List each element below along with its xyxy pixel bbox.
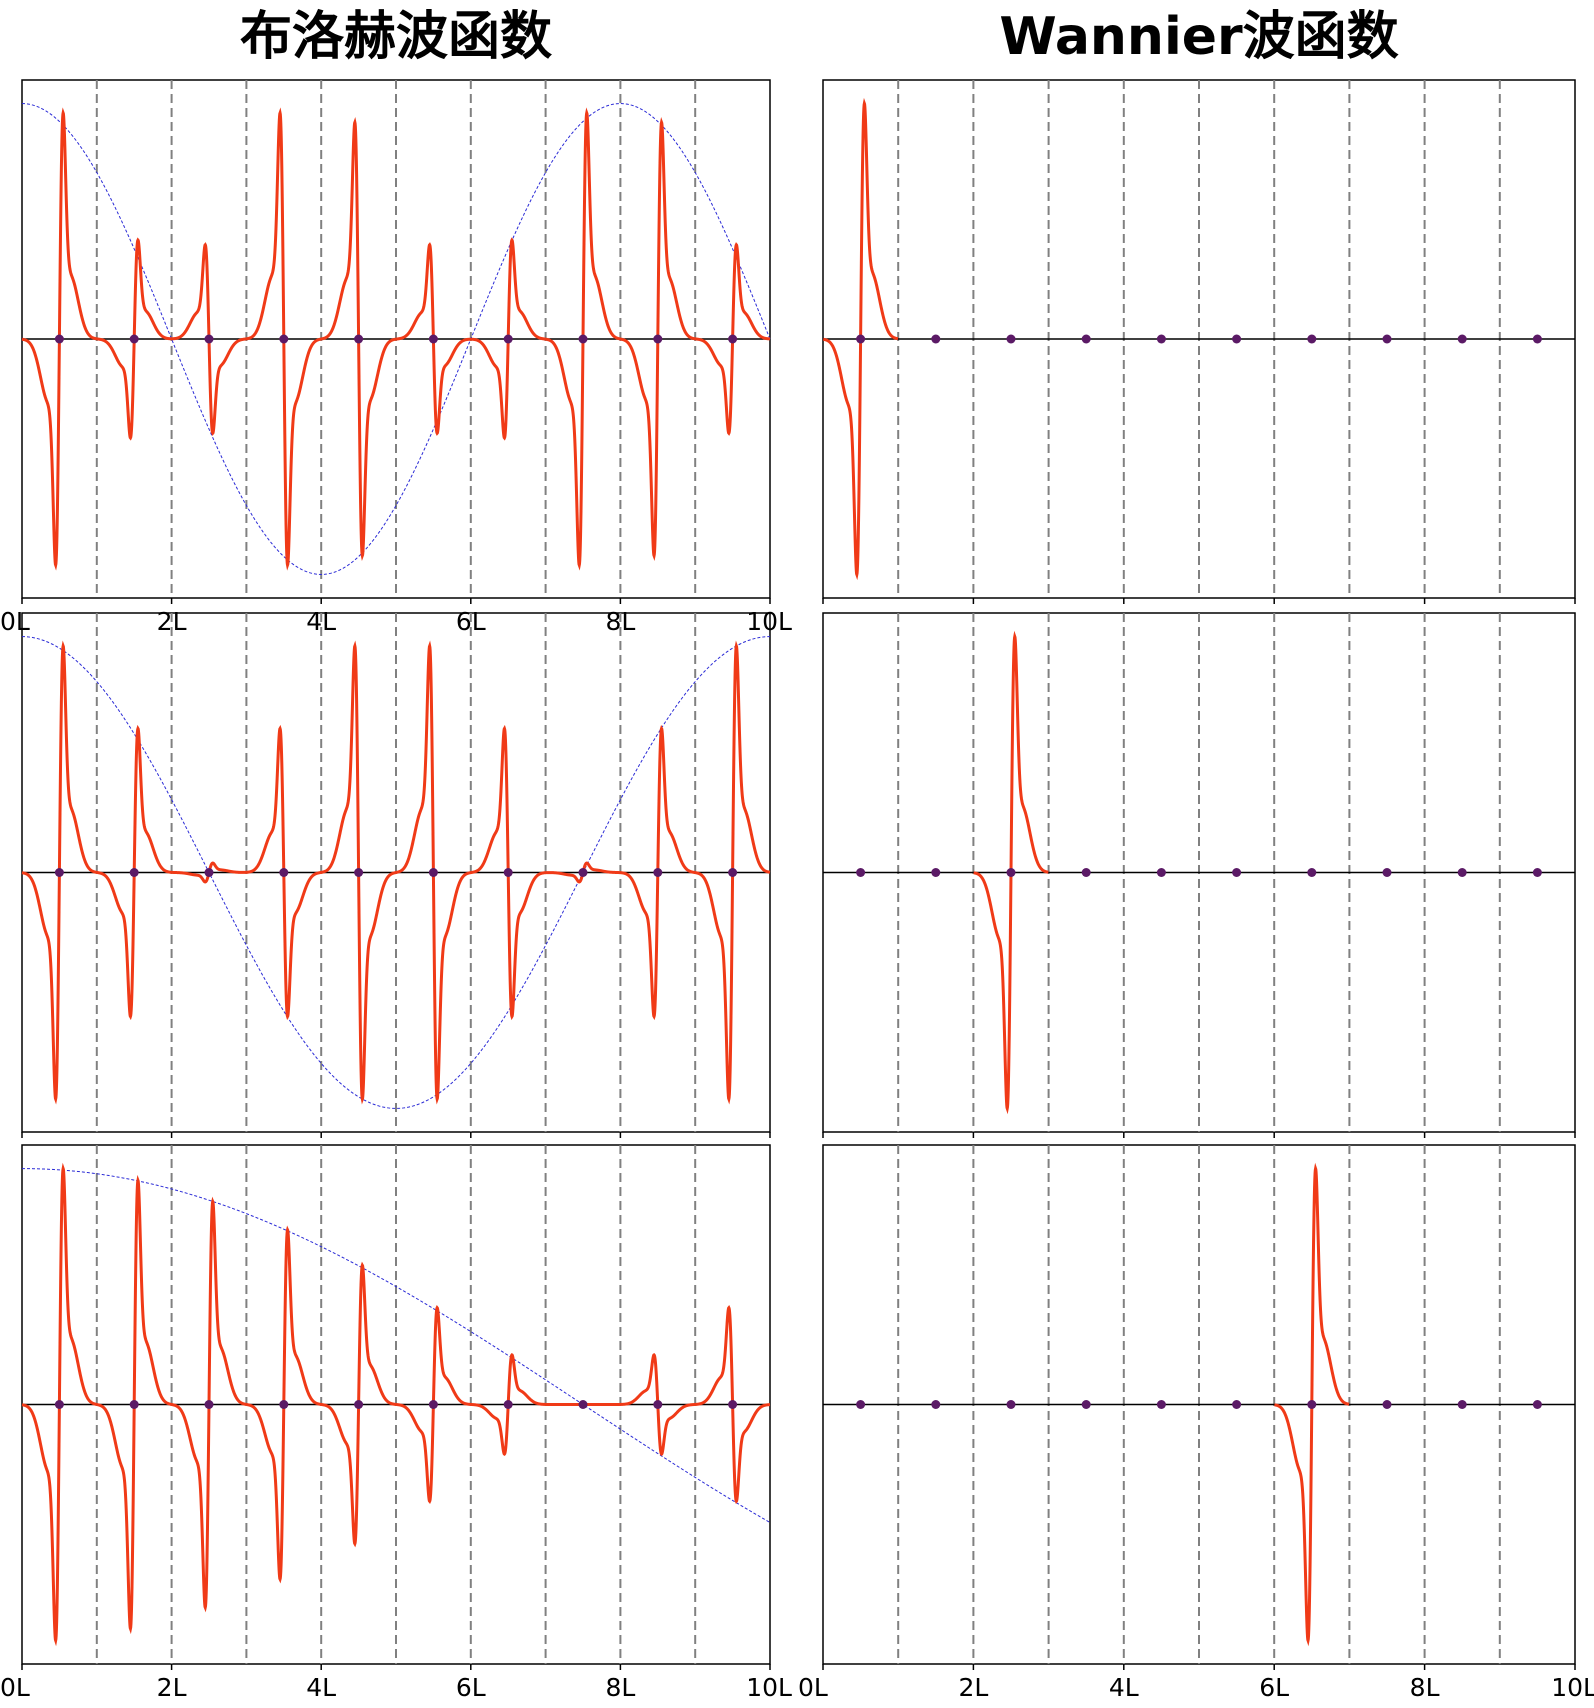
atom-marker <box>204 868 214 877</box>
atom-marker <box>1232 868 1242 877</box>
atom-marker <box>1307 868 1317 877</box>
atom-marker <box>653 868 663 877</box>
atom-marker <box>1382 868 1392 877</box>
atom-marker <box>931 334 941 344</box>
atom-marker <box>856 1400 866 1409</box>
atom-marker <box>728 1400 738 1409</box>
atom-marker <box>1532 868 1542 877</box>
x-tick-label: 6L <box>1259 1673 1289 1702</box>
atom-marker <box>54 868 64 877</box>
atom-marker <box>1081 334 1091 344</box>
left-column-title: 布洛赫波函数 <box>239 7 552 67</box>
atom-marker <box>578 334 588 344</box>
atom-marker <box>354 1400 364 1409</box>
atom-marker <box>503 334 513 344</box>
right-column-title: Wannier波函数 <box>999 7 1399 67</box>
atom-marker <box>728 334 738 344</box>
panel-bloch-k1: 0L 2L 4L 6L 8L 10L <box>0 79 792 636</box>
atom-marker <box>129 334 139 344</box>
x-tick-label: 10L <box>746 1673 792 1702</box>
wavefunction-series <box>21 1162 771 1647</box>
atom-marker <box>1532 334 1542 344</box>
atom-marker <box>1382 1400 1392 1409</box>
x-tick-label: 4L <box>1109 1673 1139 1702</box>
atom-marker <box>428 868 438 877</box>
atom-marker <box>653 1400 663 1409</box>
envelope-curve <box>21 103 771 575</box>
atom-marker <box>1307 334 1317 344</box>
atom-marker <box>856 334 866 344</box>
atom-marker <box>578 868 588 877</box>
atom-marker <box>1457 868 1467 877</box>
x-tick-label: 10L <box>746 607 792 636</box>
x-tick-label: 8L <box>1410 1673 1440 1702</box>
panel-bloch-k2 <box>21 612 771 1138</box>
atom-marker <box>1156 334 1166 344</box>
atom-marker <box>1382 334 1392 344</box>
atom-marker <box>54 1400 64 1409</box>
atom-marker <box>279 1400 289 1409</box>
atom-marker <box>1081 868 1091 877</box>
atom-marker <box>1232 1400 1242 1409</box>
atom-marker <box>428 334 438 344</box>
atom-marker <box>279 334 289 344</box>
atom-marker <box>503 1400 513 1409</box>
atom-marker <box>1006 334 1016 344</box>
atom-marker <box>204 1400 214 1409</box>
wavefunction-series <box>21 640 771 1105</box>
atom-marker <box>204 334 214 344</box>
x-tick-label: 2L <box>958 1673 988 1702</box>
atom-marker <box>503 868 513 877</box>
atom-marker <box>578 1400 588 1409</box>
x-tick-label: 6L <box>456 1673 486 1702</box>
atom-marker <box>129 868 139 877</box>
atom-marker <box>728 868 738 877</box>
atom-marker <box>1006 1400 1016 1409</box>
x-tick-label: 4L <box>306 1673 336 1702</box>
atom-marker <box>1006 868 1016 877</box>
x-tick-label: 10L <box>1551 1673 1594 1702</box>
atom-marker <box>931 868 941 877</box>
x-tick-label: 0L <box>0 1673 30 1702</box>
atom-marker <box>1307 1400 1317 1409</box>
atom-marker <box>129 1400 139 1409</box>
atom-marker <box>653 334 663 344</box>
x-tick-label: 0L <box>0 607 30 636</box>
atom-marker <box>54 334 64 344</box>
panel-wannier-1 <box>822 79 1576 604</box>
atom-marker <box>1532 1400 1542 1409</box>
atom-marker <box>1457 1400 1467 1409</box>
wavefunction-series <box>21 107 771 571</box>
atom-marker <box>354 334 364 344</box>
x-tick-label: 0L <box>798 1673 828 1702</box>
atom-marker <box>1156 868 1166 877</box>
atom-marker <box>931 1400 941 1409</box>
panel-bloch-k3: 0L 2L 4L 6L 8L 10L <box>0 1144 792 1702</box>
atom-marker <box>1081 1400 1091 1409</box>
atom-marker <box>354 868 364 877</box>
atom-marker <box>1232 334 1242 344</box>
atom-marker <box>1457 334 1467 344</box>
atom-marker <box>1156 1400 1166 1409</box>
x-tick-label: 2L <box>157 1673 187 1702</box>
envelope-curve <box>22 1168 771 1523</box>
panel-wannier-2 <box>822 612 1576 1138</box>
atom-marker <box>279 868 289 877</box>
x-tick-label: 8L <box>605 1673 635 1702</box>
atom-marker <box>856 868 866 877</box>
panel-wannier-3: 0L 2L 4L 6L 8L 10L <box>798 1144 1594 1702</box>
atom-marker <box>428 1400 438 1409</box>
